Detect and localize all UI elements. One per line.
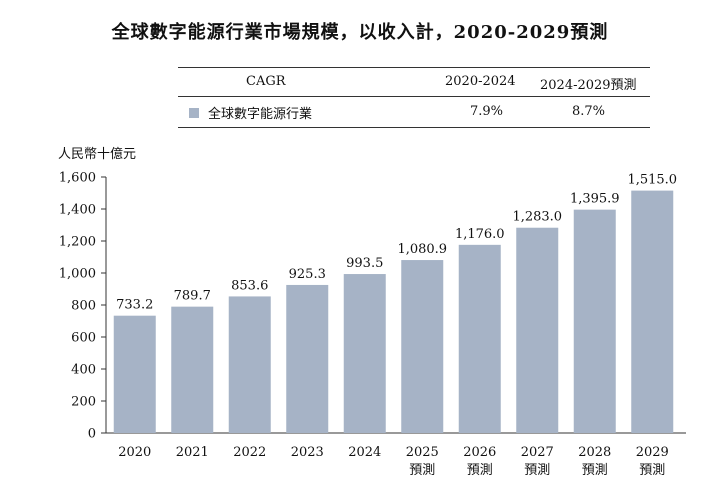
x-tick-label: 2021 [176,445,209,460]
cagr-period-1: 2020-2024 [445,74,516,89]
bar-value-label: 1,283.0 [512,210,562,225]
y-tick-label: 400 [71,363,96,378]
bar [516,227,559,433]
cagr-value-2: 8.7% [572,104,606,119]
x-tick-sublabel: 預測 [524,463,550,478]
bar [631,190,674,433]
y-tick-label: 1,400 [59,203,96,218]
y-tick-label: 1,000 [59,267,96,282]
x-tick-label: 2023 [291,445,324,460]
x-tick-label: 2027 [521,445,554,460]
x-tick-sublabel: 預測 [467,463,493,478]
cagr-top-rule [178,67,650,68]
bar [458,244,501,433]
y-tick-label: 0 [88,427,96,442]
cagr-bottom-rule [178,127,650,128]
x-tick-label: 2029 [636,445,669,460]
y-tick-label: 800 [71,299,96,314]
bar-value-label: 1,176.0 [455,227,505,242]
bar [171,306,214,433]
chart-title: 全球數字能源行業市場規模，以收入計，2020-2029預測 [111,22,609,43]
bar [573,209,616,433]
y-tick-label: 1,200 [59,235,96,250]
bar-value-label: 733.2 [116,298,153,313]
cagr-row-label: 全球數字能源行業 [208,107,313,122]
x-tick-label: 2024 [348,445,381,460]
bar [401,260,444,433]
cagr-value-1: 7.9% [470,104,504,119]
bar-value-label: 1,395.9 [570,192,620,207]
x-tick-label: 2026 [463,445,496,460]
cagr-mid-rule [178,96,650,97]
x-tick-label: 2028 [578,445,611,460]
cagr-header: CAGR [246,74,286,89]
bar [343,274,386,433]
bar-value-label: 1,080.9 [397,242,447,257]
y-tick-label: 1,600 [59,171,96,186]
y-tick-label: 200 [71,395,96,410]
legend-swatch [189,108,199,118]
bar-value-label: 993.5 [346,256,383,271]
x-tick-sublabel: 預測 [639,463,665,478]
x-tick-sublabel: 預測 [582,463,608,478]
bar-value-label: 853.6 [231,278,268,293]
cagr-period-2: 2024-2029預測 [540,78,637,93]
x-tick-sublabel: 預測 [409,463,435,478]
bar-value-label: 1,515.0 [627,173,677,188]
bar-value-label: 789.7 [174,289,211,304]
bar-value-label: 925.3 [289,267,326,282]
bar [286,284,329,433]
bar [113,315,156,433]
bar [228,296,271,433]
x-tick-label: 2025 [406,445,439,460]
x-tick-label: 2020 [118,445,151,460]
y-axis-unit-label: 人民幣十億元 [58,147,137,162]
y-tick-label: 600 [71,331,96,346]
x-tick-label: 2022 [233,445,266,460]
